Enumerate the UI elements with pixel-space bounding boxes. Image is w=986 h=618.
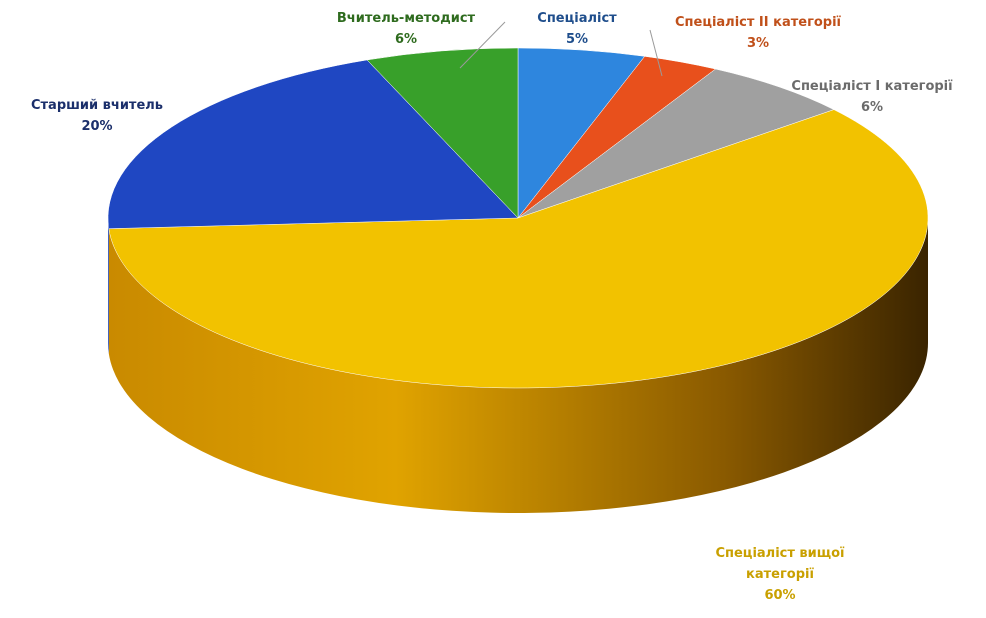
pie-top-layer (107, 47, 929, 389)
pie-slice-спеціаліст-вищої-категорії (108, 109, 929, 389)
pie-slice-вчитель-методист (366, 47, 519, 219)
leader-line (649, 29, 663, 77)
leader-line (459, 21, 506, 69)
leader-lines (459, 21, 663, 77)
pie-side-спеціаліст-вищої-категорії (108, 218, 929, 513)
pie-slice-старший-вчитель (107, 59, 519, 229)
pie-side-старший-вчитель (108, 218, 109, 354)
pie-slice-спеціаліст-і-категорії (517, 68, 835, 219)
pie-side-layer (108, 218, 929, 513)
